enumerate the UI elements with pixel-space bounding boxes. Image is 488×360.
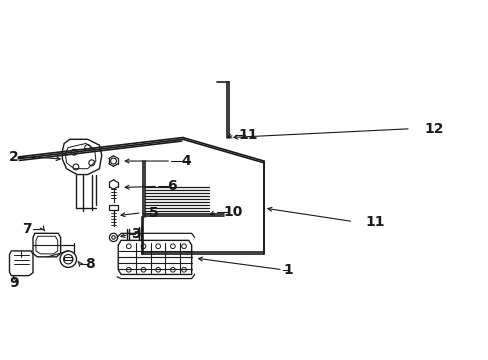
Text: 11: 11 xyxy=(239,127,258,141)
Text: 1: 1 xyxy=(283,263,293,277)
Bar xyxy=(64,257,72,260)
Text: 4: 4 xyxy=(181,154,190,168)
Text: 5: 5 xyxy=(148,206,158,220)
Text: 7: 7 xyxy=(21,222,31,235)
Text: 3: 3 xyxy=(131,228,141,242)
Text: 12: 12 xyxy=(424,122,443,136)
Text: 6: 6 xyxy=(167,179,177,193)
Text: 10: 10 xyxy=(223,205,242,219)
Text: 11: 11 xyxy=(365,215,385,229)
Text: 9: 9 xyxy=(9,276,19,290)
Bar xyxy=(109,205,118,210)
Text: 8: 8 xyxy=(85,257,95,271)
Text: 2: 2 xyxy=(9,150,19,164)
